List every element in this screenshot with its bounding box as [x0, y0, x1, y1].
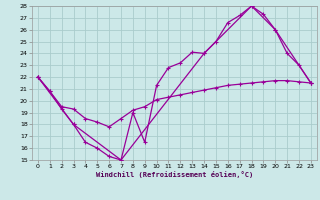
X-axis label: Windchill (Refroidissement éolien,°C): Windchill (Refroidissement éolien,°C): [96, 171, 253, 178]
